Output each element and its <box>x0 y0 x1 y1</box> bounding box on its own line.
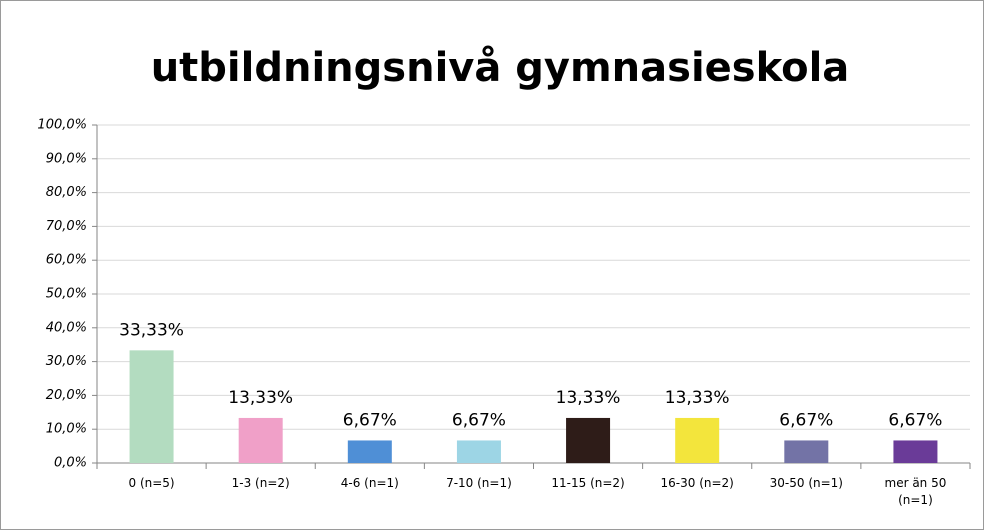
data-label: 13,33% <box>556 388 621 408</box>
x-tick-label: 7-10 (n=1) <box>446 476 512 490</box>
bar <box>238 417 283 463</box>
y-tick-label: 70,0% <box>46 219 87 234</box>
data-label: 33,33% <box>119 320 184 340</box>
bar <box>784 440 829 463</box>
data-label: 6,67% <box>888 410 942 430</box>
bar <box>129 350 174 463</box>
x-tick-label: 0 (n=5) <box>128 476 175 490</box>
data-label: 6,67% <box>343 410 397 430</box>
x-tick-label: 4-6 (n=1) <box>340 476 399 490</box>
y-tick-label: 20,0% <box>46 388 87 403</box>
y-tick-label: 60,0% <box>46 253 87 268</box>
x-tick-label-box: 30-50 (n=1) <box>769 476 843 490</box>
y-tick-label: 10,0% <box>46 422 87 437</box>
bar <box>347 440 392 463</box>
y-tick-label: 30,0% <box>46 354 87 369</box>
data-label: 6,67% <box>779 410 833 430</box>
x-tick-label-box: 4-6 (n=1) <box>340 476 399 490</box>
bar <box>566 417 611 463</box>
x-tick-label: 16-30 (n=2) <box>660 476 734 490</box>
x-tick-label-box: 1-3 (n=2) <box>231 476 290 490</box>
bar <box>893 440 938 463</box>
x-tick-label: mer än 50 (n=1) <box>884 476 947 507</box>
bar <box>675 417 720 463</box>
x-tick-label: 11-15 (n=2) <box>551 476 625 490</box>
y-tick-label: 100,0% <box>37 118 87 133</box>
y-tick-label: 80,0% <box>46 185 87 200</box>
y-tick-label: 0,0% <box>54 456 87 471</box>
data-label: 13,33% <box>228 388 293 408</box>
y-tick-label: 40,0% <box>46 320 87 335</box>
bar <box>456 440 501 463</box>
x-tick-label: 30-50 (n=1) <box>769 476 843 490</box>
x-tick-label-box: 11-15 (n=2) <box>551 476 625 490</box>
y-tick-label: 50,0% <box>46 287 87 302</box>
x-tick-label-box: mer än 50 (n=1) <box>884 476 947 507</box>
x-tick-label-box: 7-10 (n=1) <box>446 476 512 490</box>
chart-title: utbildningsnivå gymnasieskola <box>151 44 850 91</box>
x-tick-label-box: 0 (n=5) <box>128 476 175 490</box>
x-tick-label-box: 16-30 (n=2) <box>660 476 734 490</box>
data-label: 6,67% <box>452 410 506 430</box>
y-tick-label: 90,0% <box>46 151 87 166</box>
data-label: 13,33% <box>665 388 730 408</box>
x-tick-label: 1-3 (n=2) <box>231 476 290 490</box>
